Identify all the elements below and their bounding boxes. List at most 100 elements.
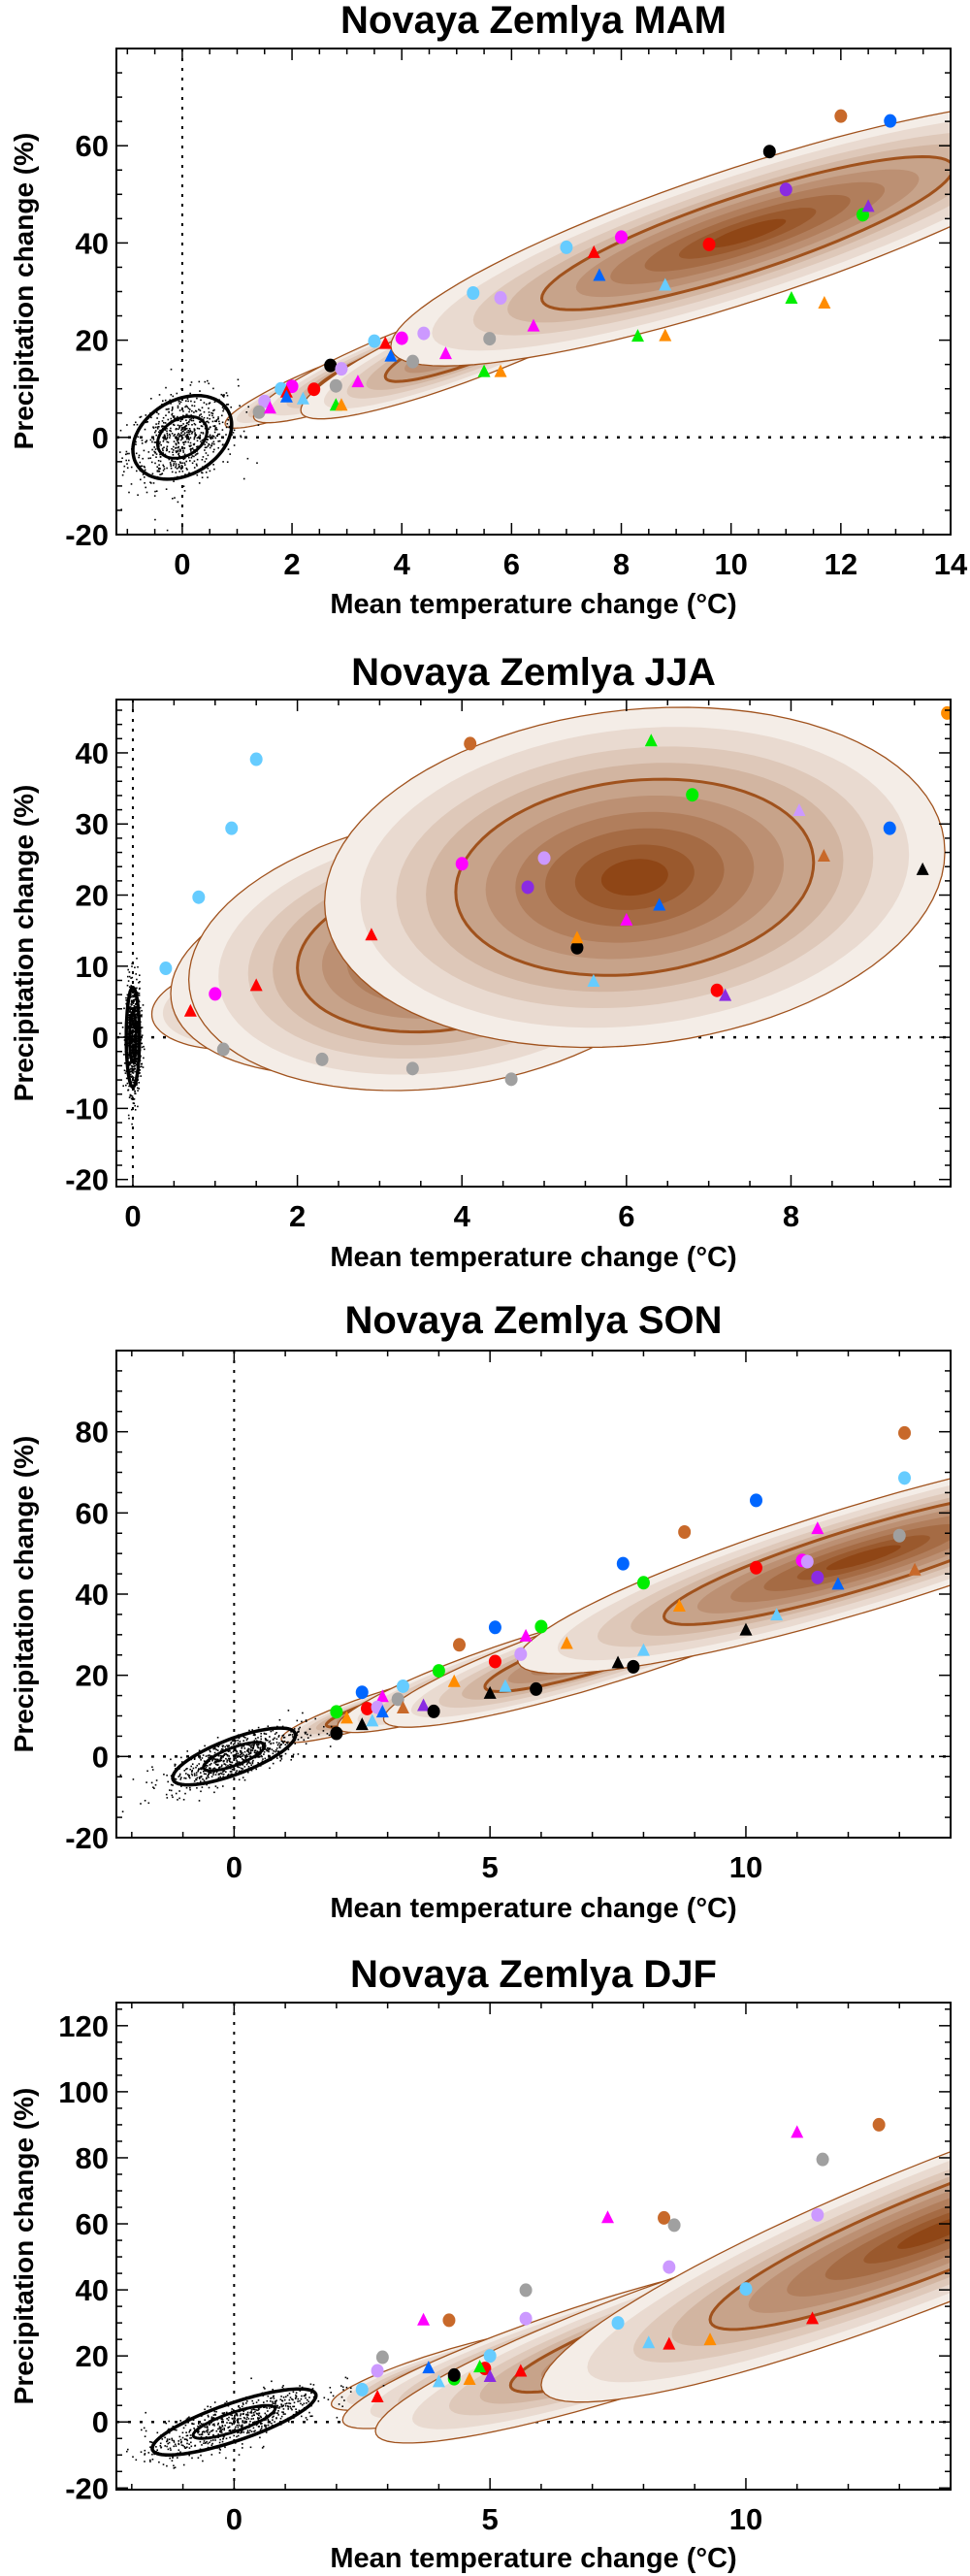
variability-dot [322,1730,325,1732]
variability-dot [158,468,160,471]
variability-dot [174,417,176,419]
variability-dot [136,1013,138,1015]
variability-dot [235,2413,238,2416]
variability-dot [121,1027,124,1028]
variability-dot [263,1753,265,1755]
variability-dot [209,1764,211,1766]
variability-dot [272,2396,275,2398]
variability-dot [194,432,196,434]
plot-content [116,2003,951,2490]
variability-dot [216,1749,219,1751]
model-point-circle [330,1726,343,1741]
variability-dot [298,2409,301,2412]
variability-dot [185,2438,188,2441]
variability-dot [242,2447,243,2449]
variability-dot [146,491,148,494]
variability-dot [232,2429,234,2431]
variability-dot [245,1763,248,1766]
variability-dot [155,490,158,492]
variability-dot [213,1767,215,1770]
variability-dot [175,1792,178,1795]
variability-dot [233,2421,235,2423]
variability-dot [249,2411,251,2414]
variability-dot [229,1750,231,1752]
variability-dot [182,410,184,412]
variability-dot [190,430,192,433]
model-point-circle [811,2207,824,2222]
variability-dot [236,1754,238,1757]
variability-dot [194,1757,196,1759]
density-level [709,218,787,248]
variability-dot [244,1737,246,1739]
variability-dot [269,2407,271,2409]
model-point-triangle [375,1689,389,1703]
variability-dot [191,1769,193,1772]
variability-dot [247,1744,250,1746]
y-tick-label: 0 [92,2405,109,2439]
variability-dot [274,2412,276,2414]
variability-dot [193,437,196,439]
variability-dot [309,1734,312,1737]
variability-dot [133,1041,135,1043]
variability-dot [223,1754,225,1756]
variability-dot [133,1038,135,1040]
variability-dot [286,2395,289,2397]
variability-dot [242,1740,244,1742]
variability-dot [216,1760,219,1763]
variability-dot [273,2397,275,2399]
variability-dot [197,2431,199,2434]
variability-dot [199,414,201,416]
variability-dot [242,1745,245,1747]
variability-dot [198,1749,201,1751]
variability-dot [266,1747,269,1749]
variability-dot [198,482,201,484]
model-point-triangle [831,1577,845,1590]
variability-dot [203,416,206,419]
variability-dot [222,1776,224,1777]
variability-dot [232,1750,235,1753]
variability-dot [342,2389,344,2391]
variability-dot [156,428,159,430]
variability-dot [188,2454,190,2457]
variability-dot [217,416,219,418]
variability-dot [126,463,128,465]
variability-dot [240,1756,242,1758]
model-point-circle [452,1638,466,1652]
variability-dot [178,419,179,421]
variability-dot [271,1748,274,1751]
variability-dot [266,2399,269,2402]
variability-dot [189,1768,191,1771]
variability-dot [222,2421,224,2423]
variability-dot [254,2410,256,2413]
variability-dot [225,1753,228,1756]
variability-dot [159,453,161,456]
variability-dot [201,1768,203,1771]
model-point-circle [324,358,338,373]
variability-dot [248,2431,250,2434]
variability-dot [264,1757,267,1760]
variability-dot [187,440,189,443]
variability-dot [163,434,166,437]
variability-dot [134,1005,136,1008]
variability-dot [233,2434,235,2437]
variability-dot [170,467,173,470]
variability-dot [280,1758,283,1760]
variability-dot [141,1034,144,1036]
variability-dot [150,398,152,400]
variability-dot [239,2407,242,2409]
y-tick-label: 0 [92,1021,109,1055]
variability-dot [205,1764,207,1767]
variability-dot [300,2397,303,2400]
variability-dot [190,2441,192,2444]
x-tick-label: 8 [613,547,630,581]
variability-dot [171,447,173,450]
model-point-circle [467,286,480,301]
variability-dot [152,1786,154,1788]
variability-dot [135,452,138,455]
variability-dot [175,472,178,473]
variability-dot [242,1751,243,1754]
variability-dot [292,2398,294,2401]
variability-dot [131,995,133,998]
